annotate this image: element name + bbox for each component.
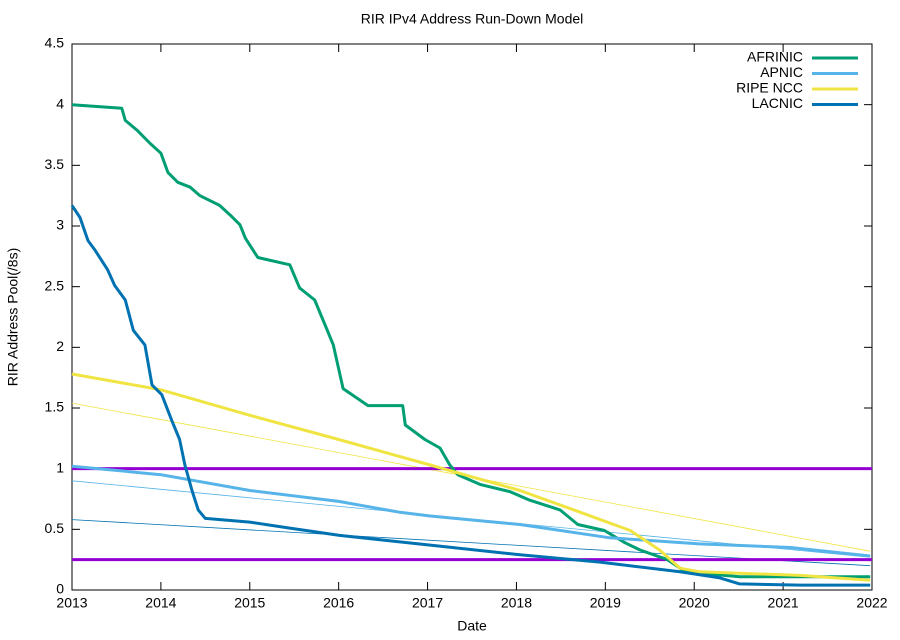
x-axis-label: Date — [457, 618, 487, 634]
y-tick-label: 3 — [56, 217, 64, 233]
x-tick-label: 2013 — [56, 595, 87, 611]
y-tick-label: 2.5 — [45, 277, 65, 293]
y-tick-label: 1 — [56, 459, 64, 475]
series-line — [71, 103, 871, 579]
series-line — [71, 372, 871, 582]
chart-title: RIR IPv4 Address Run-Down Model — [361, 11, 584, 27]
legend-label: AFRINIC — [747, 49, 803, 65]
legend-label: LACNIC — [752, 95, 803, 111]
x-tick-label: 2017 — [412, 595, 443, 611]
legend-label: APNIC — [760, 64, 803, 80]
x-tick-label: 2021 — [768, 595, 799, 611]
y-tick-label: 0.5 — [45, 520, 65, 536]
series-line — [71, 464, 871, 558]
y-tick-label: 2 — [56, 338, 64, 354]
y-tick-label: 0 — [56, 581, 64, 597]
x-tick-label: 2018 — [501, 595, 532, 611]
x-tick-label: 2015 — [234, 595, 265, 611]
y-axis-label: RIR Address Pool(/8s) — [5, 248, 21, 387]
legend-label: RIPE NCC — [736, 80, 803, 96]
y-tick-label: 4 — [56, 95, 64, 111]
x-tick-label: 2016 — [323, 595, 354, 611]
x-tick-label: 2022 — [856, 595, 887, 611]
trend-line — [71, 519, 871, 567]
x-tick-label: 2014 — [145, 595, 176, 611]
plot-frame — [71, 43, 873, 591]
y-tick-label: 4.5 — [45, 35, 65, 51]
x-tick-label: 2020 — [679, 595, 710, 611]
series-line — [70, 204, 871, 587]
y-tick-label: 1.5 — [45, 399, 65, 415]
y-tick-label: 3.5 — [45, 156, 65, 172]
x-tick-label: 2019 — [590, 595, 621, 611]
